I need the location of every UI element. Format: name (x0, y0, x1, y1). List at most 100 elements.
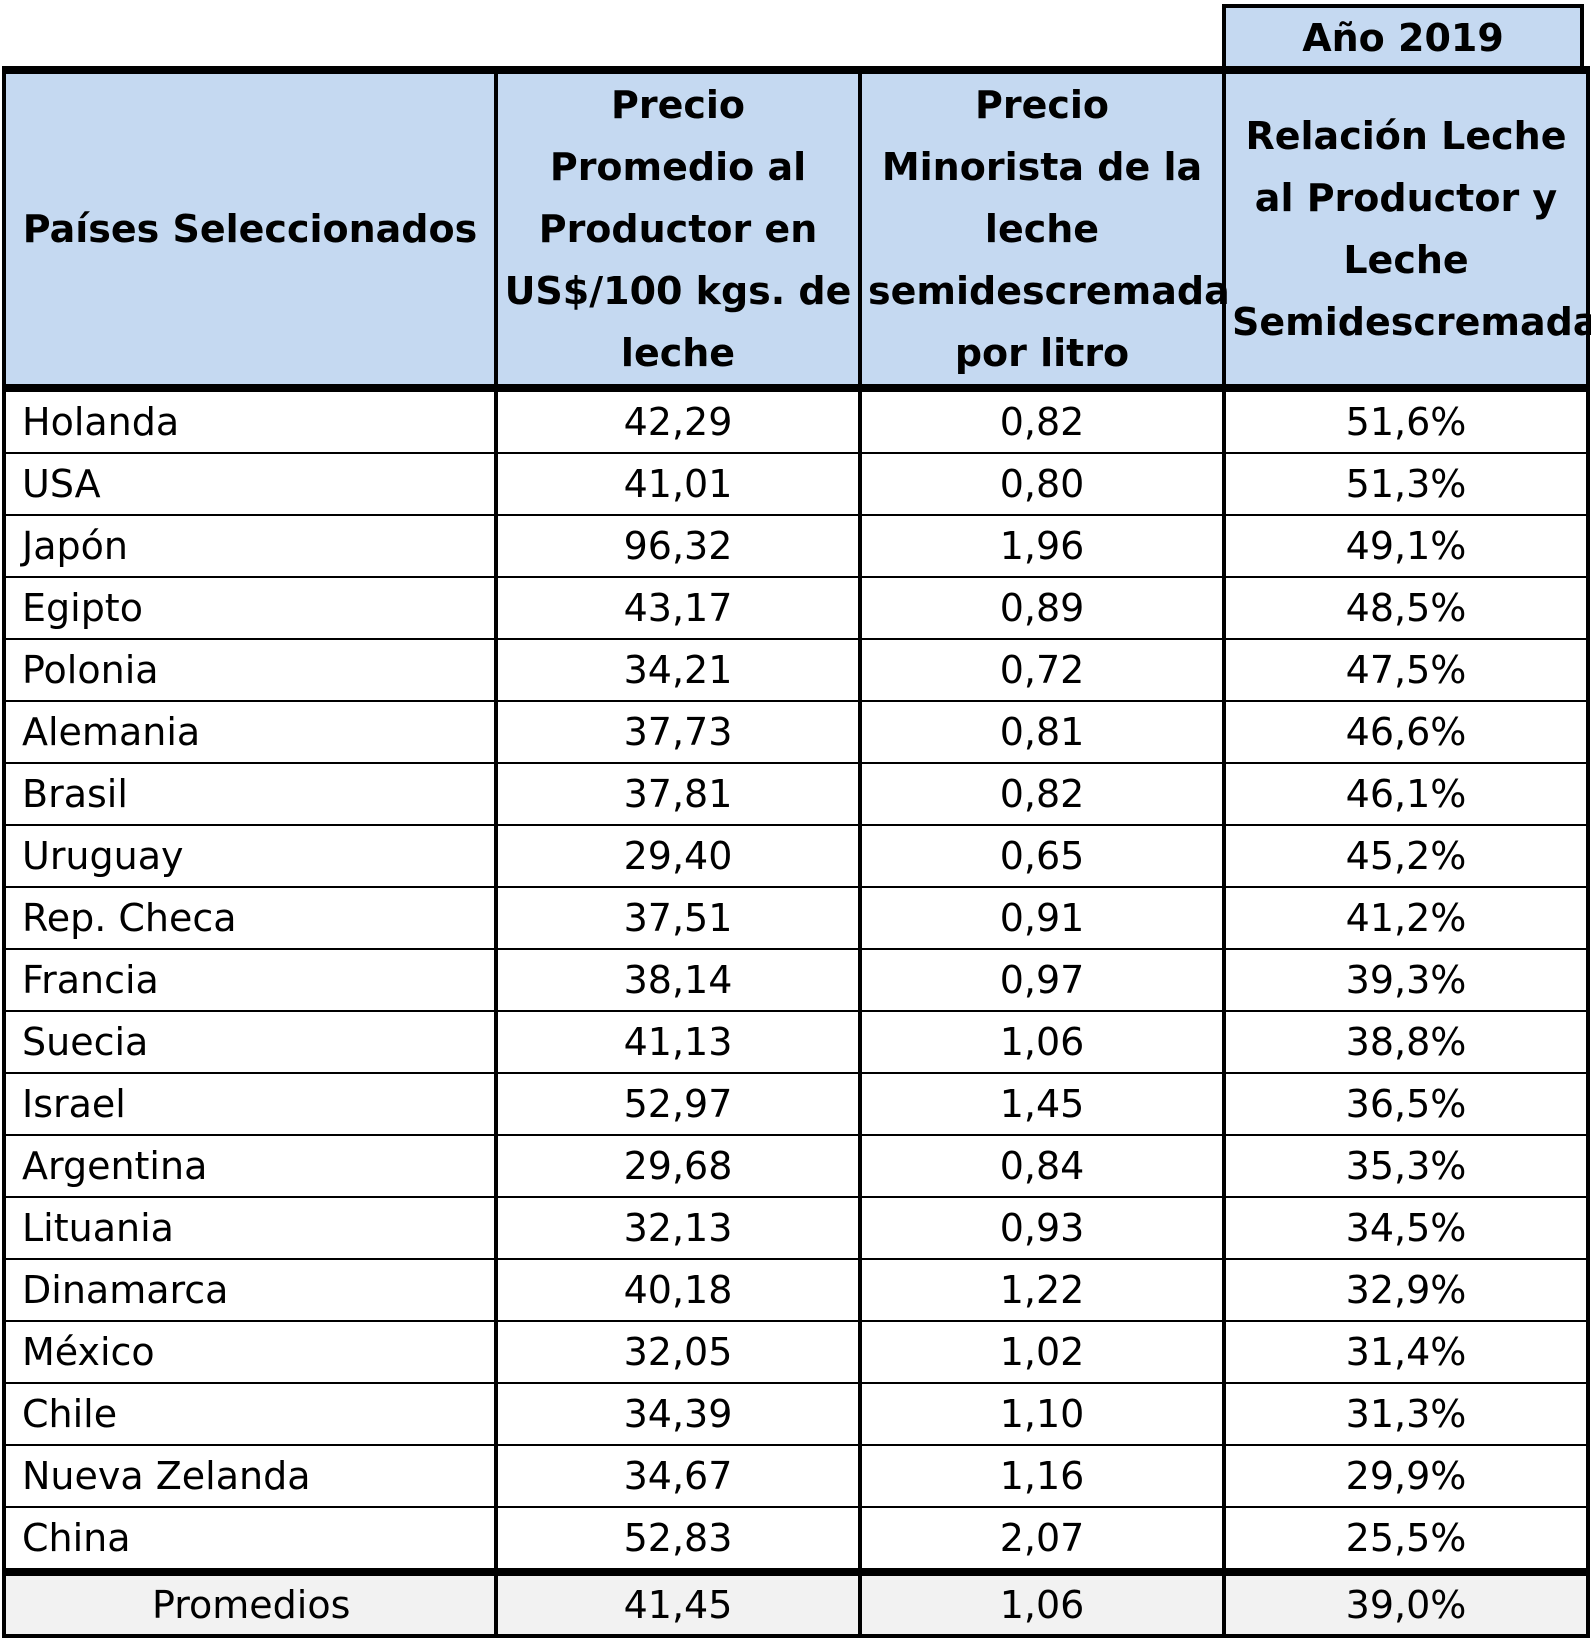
milk-price-table: Países Seleccionados Precio Promedio al … (2, 66, 1591, 1638)
table-row: Lituania 32,13 0,93 34,5% (2, 1197, 1590, 1260)
year-label: Año 2019 (1222, 4, 1584, 68)
producer-price-cell: 52,83 (494, 1507, 862, 1576)
producer-price-cell: 43,17 (494, 577, 862, 640)
ratio-cell: 31,3% (1222, 1383, 1590, 1446)
country-cell: China (2, 1507, 498, 1576)
producer-price-cell: 96,32 (494, 515, 862, 578)
table-row: Nueva Zelanda 34,67 1,16 29,9% (2, 1445, 1590, 1508)
table-row: Chile 34,39 1,10 31,3% (2, 1383, 1590, 1446)
country-cell: Japón (2, 515, 498, 578)
retail-price-cell: 0,91 (858, 887, 1226, 950)
retail-price-cell: 0,89 (858, 577, 1226, 640)
producer-price-cell: 29,40 (494, 825, 862, 888)
average-producer-price: 41,45 (494, 1572, 862, 1638)
ratio-cell: 45,2% (1222, 825, 1590, 888)
ratio-cell: 25,5% (1222, 1507, 1590, 1576)
producer-price-cell: 41,01 (494, 453, 862, 516)
producer-price-cell: 41,13 (494, 1011, 862, 1074)
retail-price-cell: 1,06 (858, 1011, 1226, 1074)
ratio-cell: 47,5% (1222, 639, 1590, 702)
retail-price-cell: 0,97 (858, 949, 1226, 1012)
producer-price-cell: 37,73 (494, 701, 862, 764)
table-row: Uruguay 29,40 0,65 45,2% (2, 825, 1590, 888)
producer-price-cell: 37,51 (494, 887, 862, 950)
producer-price-cell: 34,21 (494, 639, 862, 702)
averages-row: Promedios 41,45 1,06 39,0% (2, 1572, 1590, 1638)
ratio-cell: 31,4% (1222, 1321, 1590, 1384)
retail-price-cell: 0,84 (858, 1135, 1226, 1198)
header-ratio: Relación Leche al Productor y Leche Semi… (1222, 66, 1591, 392)
table-row: Israel 52,97 1,45 36,5% (2, 1073, 1590, 1136)
retail-price-cell: 0,65 (858, 825, 1226, 888)
ratio-cell: 46,6% (1222, 701, 1590, 764)
header-country: Países Seleccionados (2, 66, 498, 392)
producer-price-cell: 29,68 (494, 1135, 862, 1198)
country-cell: Francia (2, 949, 498, 1012)
producer-price-cell: 40,18 (494, 1259, 862, 1322)
ratio-cell: 46,1% (1222, 763, 1590, 826)
ratio-cell: 49,1% (1222, 515, 1590, 578)
country-cell: Lituania (2, 1197, 498, 1260)
country-cell: México (2, 1321, 498, 1384)
retail-price-cell: 0,82 (858, 763, 1226, 826)
table-row: Polonia 34,21 0,72 47,5% (2, 639, 1590, 702)
country-cell: Suecia (2, 1011, 498, 1074)
table-row: China 52,83 2,07 25,5% (2, 1507, 1590, 1576)
producer-price-cell: 34,67 (494, 1445, 862, 1508)
table-row: Rep. Checa 37,51 0,91 41,2% (2, 887, 1590, 950)
country-cell: Israel (2, 1073, 498, 1136)
producer-price-cell: 32,05 (494, 1321, 862, 1384)
producer-price-cell: 52,97 (494, 1073, 862, 1136)
country-cell: Polonia (2, 639, 498, 702)
averages-label: Promedios (2, 1572, 498, 1638)
ratio-cell: 38,8% (1222, 1011, 1590, 1074)
country-cell: Nueva Zelanda (2, 1445, 498, 1508)
ratio-cell: 51,3% (1222, 453, 1590, 516)
retail-price-cell: 1,96 (858, 515, 1226, 578)
retail-price-cell: 1,22 (858, 1259, 1226, 1322)
retail-price-cell: 0,72 (858, 639, 1226, 702)
average-retail-price: 1,06 (858, 1572, 1226, 1638)
country-cell: Chile (2, 1383, 498, 1446)
country-cell: Holanda (2, 388, 498, 454)
retail-price-cell: 0,80 (858, 453, 1226, 516)
country-cell: Egipto (2, 577, 498, 640)
country-cell: Argentina (2, 1135, 498, 1198)
retail-price-cell: 0,93 (858, 1197, 1226, 1260)
ratio-cell: 48,5% (1222, 577, 1590, 640)
producer-price-cell: 32,13 (494, 1197, 862, 1260)
country-cell: Uruguay (2, 825, 498, 888)
producer-price-cell: 34,39 (494, 1383, 862, 1446)
ratio-cell: 36,5% (1222, 1073, 1590, 1136)
table-row: Dinamarca 40,18 1,22 32,9% (2, 1259, 1590, 1322)
country-cell: Rep. Checa (2, 887, 498, 950)
producer-price-cell: 38,14 (494, 949, 862, 1012)
ratio-cell: 34,5% (1222, 1197, 1590, 1260)
table-row: México 32,05 1,02 31,4% (2, 1321, 1590, 1384)
table-row: Holanda 42,29 0,82 51,6% (2, 388, 1590, 454)
average-ratio: 39,0% (1222, 1572, 1590, 1638)
country-cell: Dinamarca (2, 1259, 498, 1322)
table-row: Brasil 37,81 0,82 46,1% (2, 763, 1590, 826)
ratio-cell: 39,3% (1222, 949, 1590, 1012)
table-row: Egipto 43,17 0,89 48,5% (2, 577, 1590, 640)
retail-price-cell: 0,81 (858, 701, 1226, 764)
producer-price-cell: 37,81 (494, 763, 862, 826)
retail-price-cell: 1,16 (858, 1445, 1226, 1508)
retail-price-cell: 1,45 (858, 1073, 1226, 1136)
country-cell: Brasil (2, 763, 498, 826)
table-wrapper: Año 2019 Países Seleccionados Precio Pro… (2, 4, 1591, 1638)
table-row: Suecia 41,13 1,06 38,8% (2, 1011, 1590, 1074)
ratio-cell: 51,6% (1222, 388, 1590, 454)
header-producer-price: Precio Promedio al Productor en US$/100 … (494, 66, 862, 392)
country-cell: Alemania (2, 701, 498, 764)
retail-price-cell: 2,07 (858, 1507, 1226, 1576)
retail-price-cell: 1,10 (858, 1383, 1226, 1446)
table-row: USA 41,01 0,80 51,3% (2, 453, 1590, 516)
header-row: Países Seleccionados Precio Promedio al … (2, 66, 1591, 392)
country-cell: USA (2, 453, 498, 516)
retail-price-cell: 1,02 (858, 1321, 1226, 1384)
producer-price-cell: 42,29 (494, 388, 862, 454)
ratio-cell: 32,9% (1222, 1259, 1590, 1322)
table-row: Alemania 37,73 0,81 46,6% (2, 701, 1590, 764)
